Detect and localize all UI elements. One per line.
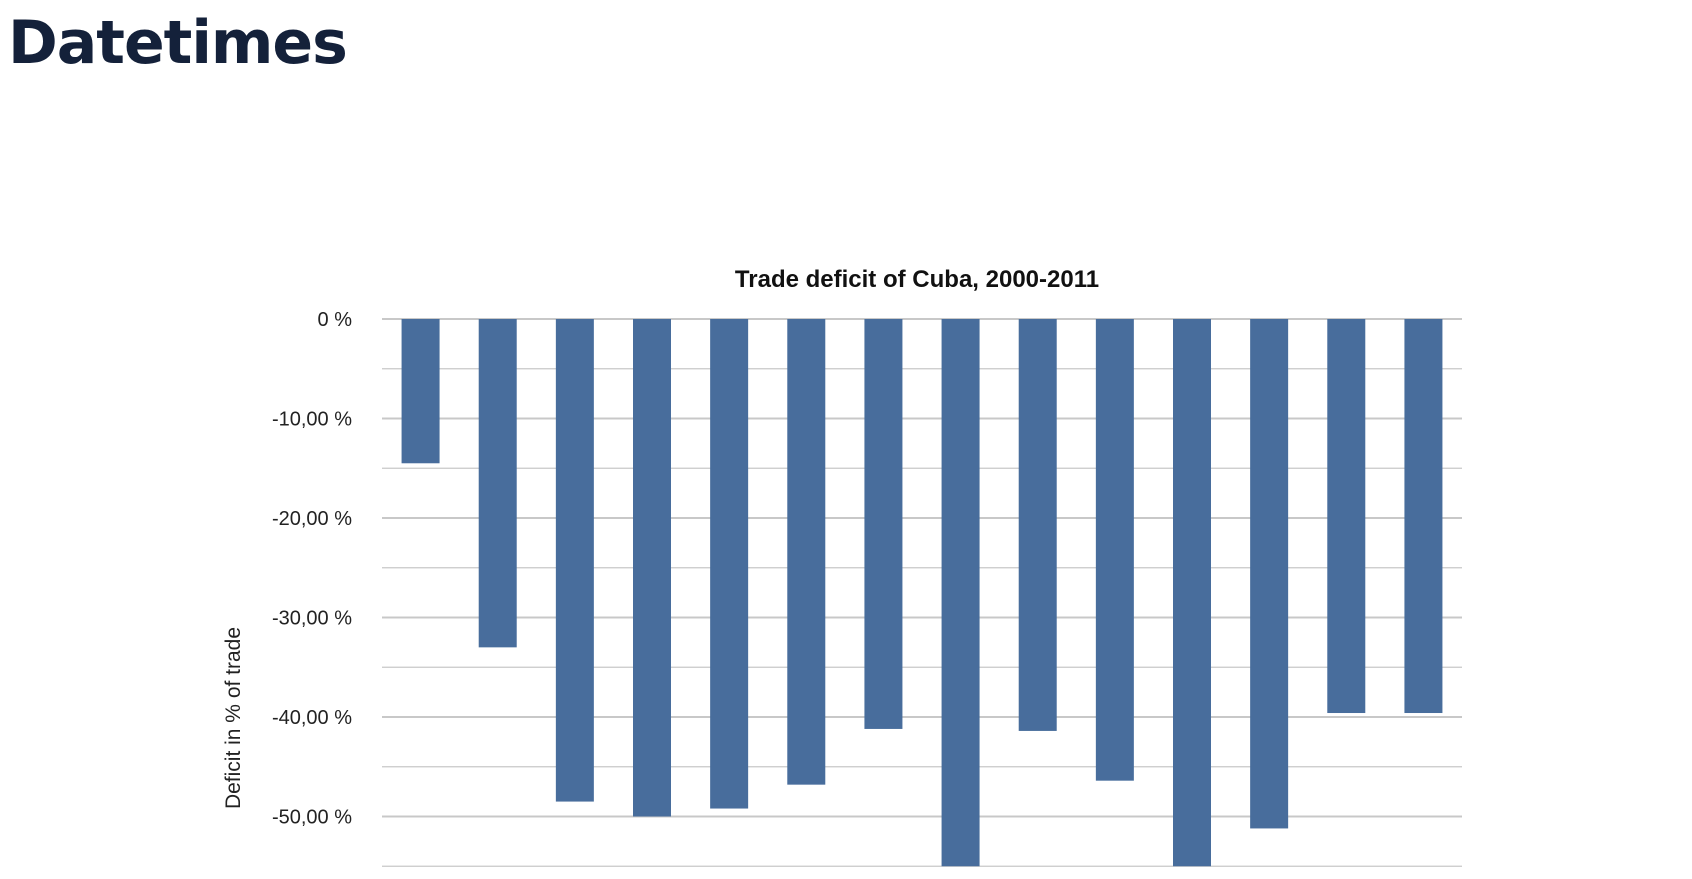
y-tick-label: -40,00 % (272, 707, 352, 729)
y-tick-label: 0 % (318, 309, 353, 331)
y-tick-label: -20,00 % (272, 508, 352, 530)
bar (1250, 319, 1289, 829)
y-axis-label: Deficit in % of trade (222, 627, 245, 809)
bars (401, 319, 1443, 867)
bar (1173, 319, 1211, 867)
bar (864, 319, 903, 729)
bar (401, 319, 440, 464)
y-tick-label: -10,00 % (272, 409, 352, 431)
gridlines (382, 318, 1462, 867)
bar (1404, 319, 1443, 714)
bar (787, 319, 826, 785)
y-tick-label: -30,00 % (272, 608, 352, 630)
bar (1327, 319, 1366, 714)
bar (710, 319, 749, 809)
bar (478, 319, 517, 648)
bar (1018, 319, 1057, 731)
bar (941, 319, 980, 867)
y-tick-label: -50,00 % (272, 807, 352, 829)
bar (555, 319, 594, 802)
bar (1095, 319, 1134, 781)
chart-title: Trade deficit of Cuba, 2000-2011 (735, 266, 1099, 293)
page-title: Datetimes (8, 8, 348, 78)
y-axis-ticks: 0 % -10,00 % -20,00 % -30,00 % -40,00 % -50,0… (272, 309, 352, 829)
bar (633, 319, 671, 817)
